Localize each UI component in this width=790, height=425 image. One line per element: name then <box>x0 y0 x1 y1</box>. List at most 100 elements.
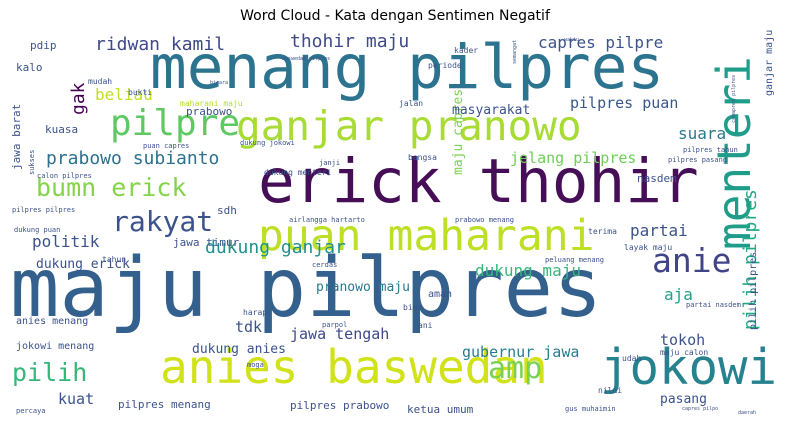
word-partai-nasdem: partai nasdem <box>686 301 741 309</box>
word-dukung-jokowi: dukung jokowi <box>240 139 295 147</box>
word-partai: partai <box>630 221 688 240</box>
word-erick-thohir: erick thohir <box>258 146 699 217</box>
word-waktu: waktu <box>564 37 579 43</box>
word-tokoh: tokoh <box>660 331 705 349</box>
word-daerah: daerah <box>738 410 756 416</box>
word-kuat: kuat <box>58 390 94 408</box>
word-bukti: bukti <box>128 88 152 97</box>
word-pilpres-tahun: pilpres tahun <box>683 146 738 154</box>
word-masyarakat: masyarakat <box>452 103 530 118</box>
word-pilpres-prabowo: pilpres prabowo <box>290 399 389 412</box>
word-anies-menang: anies menang <box>16 316 88 327</box>
word-janji: janji <box>319 159 340 167</box>
word-ani: ani <box>418 321 433 330</box>
word-dukung-ganjar: dukung ganjar <box>205 237 346 258</box>
word-maju-calon: maju calon <box>660 348 708 357</box>
word-ridwan-kamil: ridwan kamil <box>95 34 225 55</box>
word-maju-capres: maju capres <box>451 89 466 175</box>
word-gubernur-jawa: gubernur jawa <box>462 343 579 361</box>
word-gak: gak <box>68 82 89 115</box>
word-kalo: kalo <box>16 61 43 74</box>
word-tdk: tdk <box>235 318 262 336</box>
word-jawa-timur: jawa timur <box>173 236 240 249</box>
word-ganjar-maju: ganjar maju <box>764 30 775 96</box>
word-pilpre: pilpre <box>110 103 240 144</box>
word-terima: terima <box>588 227 617 236</box>
word-aja: aja <box>664 285 693 304</box>
word-periode: periode <box>428 61 462 70</box>
word-parpol: parpol <box>322 321 347 329</box>
word-prabowo: prabowo <box>186 105 232 118</box>
word-dukung-maju: dukung maju <box>475 261 581 280</box>
word-cawapres-pilpres: cawapres pilpres <box>731 75 737 123</box>
word-cloud: maju pilpres menang pilpres erick thohir jo… <box>10 28 780 416</box>
word-pdip: pdip <box>30 39 57 52</box>
word-jelang-pilpres: jelang pilpres <box>510 149 636 167</box>
word-layak-maju: layak maju <box>624 243 672 252</box>
word-biar: biar <box>403 303 422 312</box>
word-gus-muhaimin: gus muhaimin <box>565 405 616 413</box>
word-capres-pilpre: capres pilpre <box>538 33 663 52</box>
word-menteri-bumn: menteri bumn <box>707 28 761 250</box>
word-jawa-barat: jawa barat <box>10 104 23 170</box>
word-semangat: semangat <box>512 40 518 64</box>
word-thohir-maju: thohir maju <box>290 31 409 52</box>
word-kader: kader <box>454 46 478 55</box>
word-jawa-tengah: jawa tengah <box>290 325 389 343</box>
word-aman: aman <box>428 289 452 300</box>
word-maharani-maju: maharani maju <box>180 99 243 108</box>
word-pilih: pilih <box>12 358 87 387</box>
word-dukung-erick: dukung erick <box>36 257 130 272</box>
word-pilih-pilpres: pilih pilpres <box>740 189 761 330</box>
chart-title: Word Cloud - Kata dengan Sentimen Negati… <box>240 8 550 24</box>
word-rakyat: rakyat <box>112 205 213 238</box>
word-amp: amp <box>488 351 542 386</box>
word-beliau: beliau <box>95 85 153 104</box>
word-pranowo-maju: pranowo maju <box>316 280 410 295</box>
word-capres-pilpo: capres pilpo <box>682 406 718 412</box>
word-jokowi-menang: jokowi menang <box>16 341 94 352</box>
word-nilai: nilai <box>598 386 622 395</box>
word-nasdem: nasdem <box>637 172 677 185</box>
word-sukses: sukses <box>28 150 36 175</box>
word-ketua-umum: ketua umum <box>407 403 474 416</box>
word-moga: moga <box>247 361 264 369</box>
word-pilpres-menang: pilpres menang <box>118 398 211 411</box>
word-puan-maharani: puan maharani <box>258 211 595 261</box>
word-harap: harap <box>243 308 267 317</box>
word-pilih-pilpres: pilih pilpres <box>748 252 759 330</box>
word-cerdas: cerdas <box>312 261 337 269</box>
word-airlangga-hartarto: airlangga hartarto <box>289 216 365 224</box>
word-prabowo-subianto: prabowo subianto <box>46 148 219 169</box>
word-calon-pilpres: calon pilpres <box>37 172 92 180</box>
word-peluang-menang: peluang menang <box>545 256 604 264</box>
word-mudah: mudah <box>88 77 112 86</box>
word-bicara: bicara <box>210 80 228 86</box>
word-pilpres-puan: pilpres puan <box>570 94 678 112</box>
word-dukung-menteri: dukung menteri <box>264 168 332 177</box>
word-anie: anie <box>652 241 731 280</box>
word-suara: suara <box>678 124 726 143</box>
word-menang-pilpres: menang pilpres <box>150 32 664 103</box>
word-dukung-puan: dukung puan <box>14 226 60 234</box>
word-ganjar-pranowo: ganjar pranowo <box>236 102 582 150</box>
word-politik: politik <box>32 232 100 251</box>
word-pasang: pasang <box>660 392 707 407</box>
word-cloud-svg: maju pilpres menang pilpres erick thohir jo… <box>10 28 777 416</box>
word-puan-capres: puan capres <box>143 142 189 150</box>
word-kuasa: kuasa <box>45 123 78 136</box>
word-percaya: percaya <box>16 407 46 415</box>
word-bumn-erick: bumn erick <box>36 173 187 202</box>
word-jalan: jalan <box>399 99 423 108</box>
word-pilpres-pilpres: pilpres pilpres <box>12 206 75 214</box>
word-bangsa: bangsa <box>408 153 437 162</box>
word-jokowi: jokowi <box>600 339 777 396</box>
word-dukung-anies: dukung anies <box>192 342 286 357</box>
word-maju-pilpres: maju pilpres <box>10 241 602 336</box>
word-udah: udah <box>622 354 641 363</box>
word-prabowo-menang: prabowo menang <box>455 216 514 224</box>
word-baswedan-pilpres: baswedan pilpres <box>282 56 330 62</box>
word-anies-baswedan: anies baswedan <box>160 340 548 394</box>
word-tahun: tahun <box>102 255 126 264</box>
word-sdh: sdh <box>217 204 237 217</box>
